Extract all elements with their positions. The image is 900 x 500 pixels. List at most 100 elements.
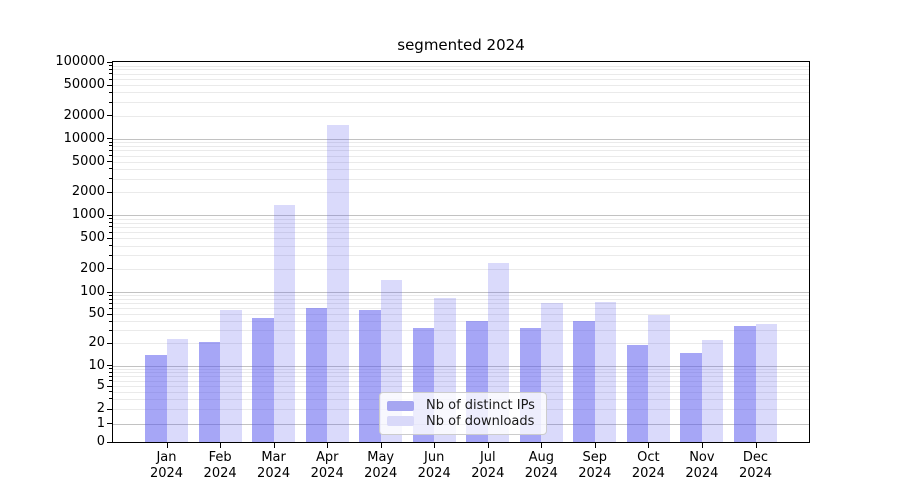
- x-tick-label: Jun 2024: [417, 450, 451, 481]
- y-gridline-minor: [113, 145, 809, 147]
- y-tick-mark: [107, 161, 112, 162]
- y-gridline-minor: [113, 92, 809, 94]
- x-tick-mark: [594, 443, 596, 448]
- y-minor-tick-mark: [109, 298, 112, 300]
- x-tick-mark: [648, 443, 650, 448]
- y-tick-mark: [107, 115, 112, 116]
- y-tick-mark: [107, 138, 112, 139]
- legend-label-downloads: Nb of downloads: [426, 413, 535, 429]
- y-minor-tick-mark: [109, 307, 112, 309]
- y-gridline-minor: [113, 142, 809, 143]
- y-tick-label: 5: [96, 378, 105, 393]
- y-tick-mark: [107, 214, 112, 216]
- y-tick-label: 100000: [55, 54, 105, 69]
- bar-downloads: [273, 205, 296, 442]
- y-gridline-minor: [113, 168, 809, 170]
- y-gridline-minor: [113, 376, 809, 377]
- y-minor-tick-mark: [109, 91, 112, 93]
- y-gridline-minor: [113, 155, 809, 157]
- x-tick-mark: [541, 443, 543, 448]
- y-minor-tick-mark: [109, 320, 112, 322]
- bar-downloads: [648, 315, 670, 442]
- y-tick-mark: [107, 342, 112, 344]
- y-gridline-minor: [113, 314, 809, 316]
- y-tick-mark: [107, 365, 112, 366]
- x-tick-label: Apr 2024: [310, 450, 344, 481]
- y-gridline-major: [113, 215, 809, 216]
- y-gridline-minor: [113, 343, 809, 345]
- y-gridline-minor: [113, 226, 809, 228]
- y-tick-mark: [107, 268, 112, 270]
- y-minor-tick-mark: [109, 145, 112, 147]
- y-gridline-major: [113, 292, 809, 293]
- bar-distinct-ips: [734, 326, 756, 442]
- y-minor-tick-mark: [109, 218, 112, 219]
- y-gridline-minor: [113, 115, 809, 117]
- y-tick-label: 10000: [63, 130, 105, 146]
- y-tick-mark: [107, 84, 112, 86]
- y-tick-label: 100: [80, 284, 105, 299]
- y-tick-label: 20: [88, 335, 105, 351]
- y-minor-tick-mark: [109, 380, 112, 382]
- y-tick-mark: [107, 313, 112, 315]
- y-gridline-minor: [113, 368, 809, 370]
- y-gridline-minor: [113, 73, 809, 75]
- y-minor-tick-mark: [109, 68, 112, 70]
- x-tick-label: May 2024: [364, 450, 398, 481]
- y-minor-tick-mark: [109, 254, 112, 256]
- y-minor-tick-mark: [109, 101, 112, 103]
- y-tick-mark: [107, 441, 112, 443]
- y-tick-mark: [107, 408, 112, 410]
- y-tick-mark: [107, 61, 112, 63]
- bar-downloads: [220, 309, 242, 442]
- bar-distinct-ips: [252, 317, 274, 442]
- y-tick-label: 1000: [71, 207, 105, 222]
- x-tick-mark: [166, 443, 168, 448]
- bar-downloads: [327, 125, 349, 442]
- legend-swatch-downloads: [387, 416, 414, 427]
- legend-swatch-distinct-ips: [387, 400, 414, 411]
- legend: Nb of distinct IPs Nb of downloads: [379, 392, 547, 435]
- y-tick-mark: [107, 291, 112, 293]
- y-tick-mark: [107, 237, 112, 239]
- y-minor-tick-mark: [109, 65, 112, 66]
- bars-layer: [113, 62, 809, 442]
- y-gridline-minor: [113, 79, 809, 80]
- y-minor-tick-mark: [109, 294, 112, 296]
- y-gridline-minor: [113, 65, 809, 67]
- y-minor-tick-mark: [109, 371, 112, 373]
- y-tick-label: 20000: [63, 107, 105, 123]
- x-tick-mark: [220, 443, 222, 448]
- y-tick-label: 200: [80, 260, 105, 276]
- y-minor-tick-mark: [109, 329, 112, 331]
- y-minor-tick-mark: [109, 222, 112, 223]
- y-minor-tick-mark: [109, 302, 112, 304]
- y-gridline-minor: [113, 102, 809, 103]
- y-minor-tick-mark: [109, 231, 112, 233]
- y-gridline-minor: [113, 321, 809, 323]
- y-gridline-minor: [113, 218, 809, 220]
- y-minor-tick-mark: [109, 368, 112, 370]
- y-tick-label: 2000: [71, 184, 105, 199]
- y-tick-label: 2: [96, 401, 105, 416]
- x-tick-label: Dec 2024: [738, 450, 773, 481]
- y-gridline-minor: [113, 268, 809, 270]
- y-gridline-minor: [113, 299, 809, 301]
- x-tick-label: Jul 2024: [471, 450, 505, 481]
- y-minor-tick-mark: [109, 73, 112, 75]
- x-tick-label: Feb 2024: [203, 450, 237, 481]
- y-gridline-minor: [113, 150, 809, 152]
- bar-distinct-ips: [626, 345, 649, 442]
- x-tick-mark: [755, 443, 757, 448]
- bar-downloads: [755, 323, 777, 442]
- y-gridline-minor: [113, 386, 809, 387]
- y-minor-tick-mark: [109, 245, 112, 247]
- y-tick-label: 50: [88, 306, 105, 322]
- y-gridline-minor: [113, 255, 809, 257]
- bar-distinct-ips: [573, 321, 595, 442]
- x-tick-mark: [327, 443, 329, 448]
- y-minor-tick-mark: [109, 141, 112, 143]
- y-tick-label: 50000: [63, 77, 105, 92]
- y-gridline-major: [113, 138, 809, 140]
